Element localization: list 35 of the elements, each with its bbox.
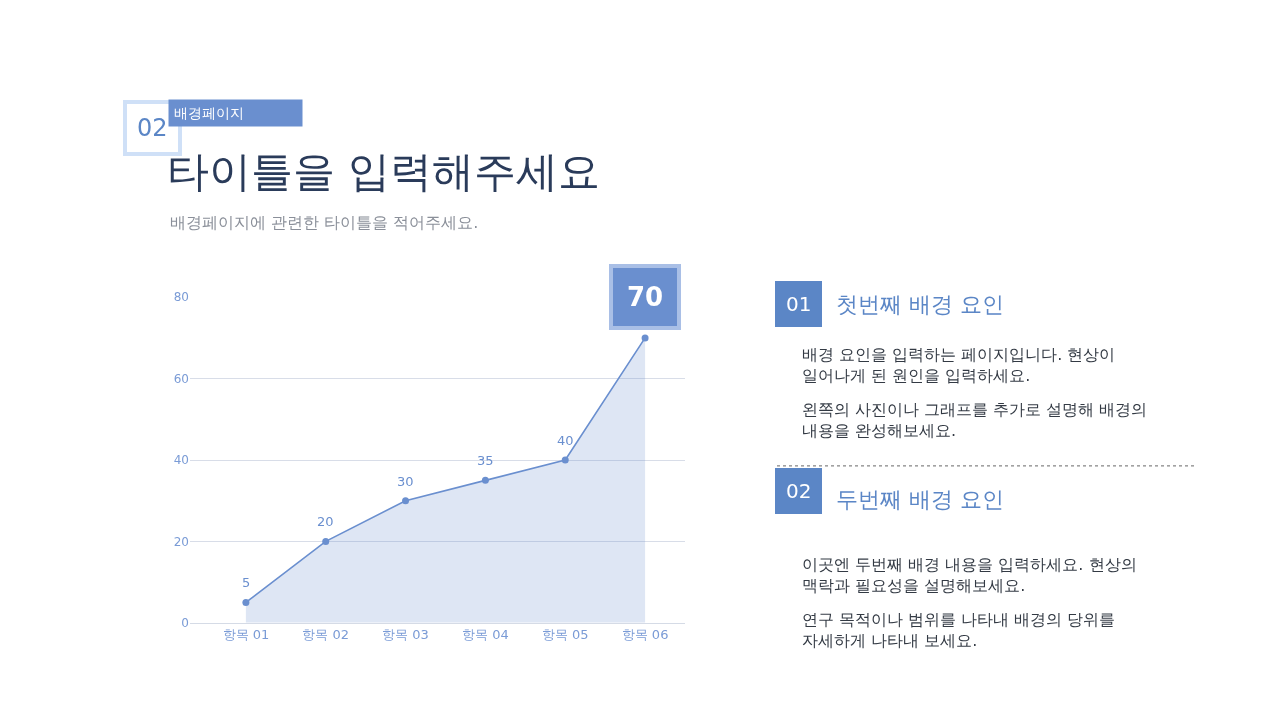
text: 왼쪽의 사진이나 그래프를 추가로 설명해 배경의 내용을 완성해보세요. (802, 400, 1148, 440)
chart-subtitle: 배경페이지에 관련한 타이틀을 적어주세요. (170, 213, 479, 232)
data-label: 20 (317, 514, 334, 529)
text: 두번째 배경 요인 (836, 487, 1004, 512)
x-tick-label: 항목 05 (541, 627, 589, 643)
point (242, 598, 250, 606)
data-label: 40 (557, 433, 574, 448)
text: 02 (786, 479, 812, 503)
data-label: 35 (477, 453, 494, 468)
text: 배경페이지 (174, 105, 298, 121)
x-tick-label: 항목 04 (462, 627, 509, 643)
data-label: 5 (242, 575, 251, 590)
y-tick-label: 20 (173, 534, 189, 549)
x-tick-label: 항목 02 (302, 627, 350, 643)
point (402, 497, 410, 505)
point (641, 334, 649, 342)
text: 첫번째 배경 요인 (836, 292, 1004, 317)
y-tick-label: 40 (173, 453, 189, 468)
x-tick-label: 항목 03 (382, 627, 429, 643)
data-label: 70 (627, 282, 664, 312)
text: 배경 요인을 입력하는 페이지입니다. 현상이 일어나게 된 원인을 입력하세요. (802, 345, 1116, 385)
chart-title: 타이틀을 입력해주세요 (167, 147, 601, 196)
y-tick-label: 0 (181, 615, 189, 630)
point (561, 456, 569, 464)
y-tick-label: 80 (173, 290, 189, 305)
x-tick-label: 항목 06 (621, 627, 669, 643)
text: 01 (786, 292, 812, 316)
point (322, 537, 330, 545)
y-tick-label: 60 (173, 371, 189, 386)
text: 이곳엔 두번째 배경 내용을 입력하세요. 현상의 맥락과 필요성을 설명해보세요. (802, 555, 1137, 595)
point (481, 476, 489, 484)
data-label: 30 (397, 474, 414, 489)
x-tick-label: 항목 01 (222, 627, 270, 643)
text: 02 (137, 114, 168, 142)
text: 연구 목적이나 범위를 나타내 배경의 당위를 자세하게 나타내 보세요. (802, 610, 1116, 650)
